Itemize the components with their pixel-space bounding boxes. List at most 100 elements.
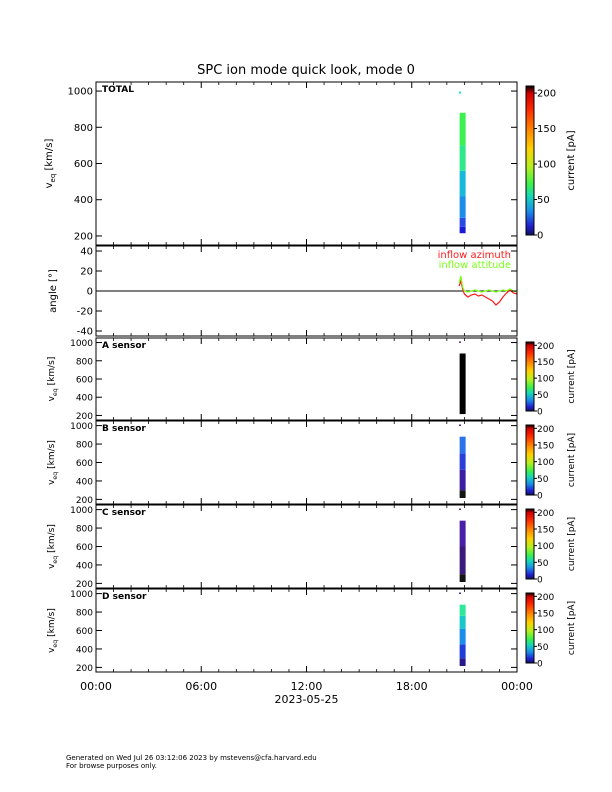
y-tick-label: 40 — [80, 247, 93, 258]
footer-generated: Generated on Wed Jul 26 03:12:06 2023 by… — [66, 754, 317, 762]
heatmap-cell — [459, 226, 466, 234]
chart-title: SPC ion mode quick look, mode 0 — [197, 63, 415, 78]
y-label-unit: [km/s] — [44, 139, 55, 174]
y-tick-label: 800 — [76, 609, 93, 619]
x-tick-label: 18:00 — [396, 680, 428, 693]
panel-label: TOTAL — [102, 85, 134, 95]
heatmap-cell — [459, 490, 466, 499]
heatmap-cell — [459, 170, 466, 197]
colorbar-label: current [pA] — [566, 130, 577, 190]
colorbar-tick-label: 50 — [537, 475, 549, 485]
y-tick-label: 1000 — [70, 506, 93, 516]
heatmap-cell — [459, 145, 466, 171]
y-axis-label: veq [km/s] — [47, 608, 59, 653]
colorbar-tick-label: 0 — [537, 660, 543, 670]
y-label-unit: [km/s] — [47, 357, 57, 389]
heatmap-cell — [459, 520, 466, 547]
colorbar-tick-label: 100 — [537, 542, 554, 552]
x-tick-label: 06:00 — [185, 680, 217, 693]
colorbar-tick-label: 0 — [537, 492, 543, 502]
colorbar-tick-label: 0 — [537, 576, 543, 586]
y-tick-label: 1000 — [68, 87, 93, 98]
heatmap-cell — [459, 628, 466, 645]
colorbar-tick-label: 50 — [537, 643, 549, 653]
colorbar — [525, 424, 535, 496]
y-tick-label: 400 — [76, 561, 93, 571]
colorbar-tick-label: 200 — [537, 425, 554, 435]
heatmap-cell — [459, 574, 466, 583]
series-line — [458, 278, 518, 306]
colorbar-tick-label: 0 — [537, 231, 543, 242]
y-tick-label: 20 — [80, 267, 93, 278]
y-tick-label: 600 — [76, 627, 93, 637]
colorbar-tick-label: 100 — [537, 626, 554, 636]
y-tick-label: 400 — [74, 195, 93, 206]
panel-4: C sensor veq [km/s] 0 50 100 150 200 current [p… — [47, 504, 577, 590]
y-label-sub: eq — [49, 174, 57, 183]
colorbar-tick-label: 200 — [537, 509, 554, 519]
y-axis-label: veq [km/s] — [47, 440, 59, 485]
colorbar-label: current [pA] — [567, 601, 577, 655]
heatmap-cell — [459, 469, 466, 491]
y-label-sub: eq — [52, 640, 59, 648]
panel-frame — [95, 337, 518, 421]
colorbar-label: current [pA] — [567, 433, 577, 487]
y-tick-label: 800 — [76, 441, 93, 451]
colorbar-label: current [pA] — [567, 517, 577, 571]
y-label-sub: eq — [52, 472, 59, 480]
legend-entry: inflow azimuth — [438, 250, 511, 261]
panel-label: A sensor — [102, 341, 147, 351]
colorbar-tick-label: 150 — [537, 526, 554, 536]
y-label-main: v — [47, 395, 57, 401]
y-tick-label: 1000 — [70, 422, 93, 432]
y-tick-label: 200 — [76, 580, 93, 590]
colorbar-tick-label: 50 — [537, 559, 549, 569]
colorbar-tick-label: 150 — [537, 610, 554, 620]
x-tick-label: 00:00 — [501, 680, 533, 693]
panel-frame — [95, 420, 518, 505]
y-label-unit: [km/s] — [47, 440, 57, 472]
y-tick-label: 800 — [76, 357, 93, 367]
heatmap-cell — [459, 353, 466, 415]
y-tick-label: 0 — [87, 287, 93, 298]
colorbar-tick-label: 100 — [537, 375, 554, 385]
colorbar-tick-label: 50 — [537, 195, 550, 206]
heatmap-cell — [458, 341, 461, 343]
heatmap-cell — [459, 453, 466, 470]
heatmap-cell — [458, 592, 461, 595]
y-label-unit: [km/s] — [47, 524, 57, 556]
y-axis-label: veq [km/s] — [44, 139, 57, 189]
y-tick-label: 400 — [76, 477, 93, 487]
y-tick-label: 600 — [76, 376, 93, 386]
y-label-sub: eq — [52, 556, 59, 564]
panel-frame — [95, 504, 518, 589]
colorbar-tick-label: 100 — [537, 458, 554, 468]
legend-entry: inflow attitude — [439, 260, 511, 271]
heatmap-cell — [458, 91, 461, 94]
y-tick-label: 800 — [74, 123, 93, 134]
y-tick-label: 400 — [76, 394, 93, 404]
y-label-main: v — [47, 563, 57, 569]
panel-label: D sensor — [102, 592, 147, 602]
colorbar-tick-label: 0 — [537, 408, 543, 418]
y-axis-label: veq [km/s] — [47, 524, 59, 569]
panel-frame — [95, 588, 518, 673]
x-tick-label: 12:00 — [291, 680, 323, 693]
heatmap-cell — [459, 604, 466, 616]
y-label-main: v — [47, 479, 57, 485]
colorbar — [525, 85, 535, 236]
y-axis-label: angle [°] — [48, 269, 59, 313]
y-tick-label: 400 — [76, 645, 93, 655]
y-tick-label: -20 — [77, 307, 93, 318]
colorbar-tick-label: 200 — [537, 593, 554, 603]
y-label-unit: [km/s] — [47, 608, 57, 640]
y-axis-label: veq [km/s] — [47, 357, 59, 402]
panel-label: B sensor — [102, 424, 146, 434]
y-tick-label: 1000 — [70, 590, 93, 600]
heatmap-cell — [459, 658, 466, 667]
x-axis-date: 2023-05-25 — [275, 693, 339, 706]
heatmap-cell — [458, 508, 461, 511]
colorbar — [525, 592, 535, 664]
heatmap-cell — [459, 615, 466, 629]
